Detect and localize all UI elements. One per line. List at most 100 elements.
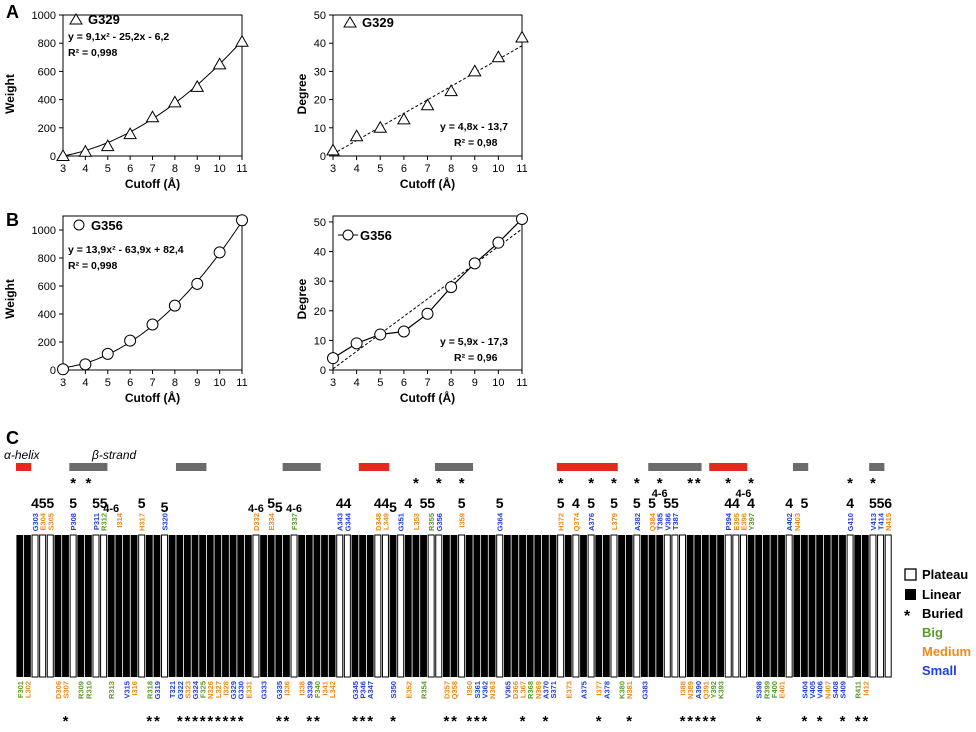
residue-label: R368: [526, 681, 535, 699]
cutoff-number: 5: [496, 495, 504, 511]
plot-area: [62, 215, 243, 371]
linear-bar: [778, 535, 785, 677]
plateau-bar: [374, 534, 382, 678]
residue-label: L367: [519, 681, 528, 698]
plateau-bar: [31, 534, 39, 678]
linear-bar: [77, 535, 85, 677]
x-tick-label: 9: [472, 377, 478, 389]
data-point: [373, 120, 388, 133]
plateau-bar: [381, 534, 389, 678]
y-tick-label: 0: [50, 365, 56, 377]
buried-star-icon: *: [413, 475, 419, 492]
residue-label: E395: [732, 513, 741, 531]
residue-label: S339: [305, 681, 314, 699]
plateau-bar: [884, 534, 892, 678]
buried-star-icon: *: [207, 713, 213, 730]
cutoff-number: 5: [671, 495, 679, 511]
data-point: [444, 84, 458, 97]
residue-label: V315: [122, 681, 131, 699]
buried-star-icon: *: [847, 475, 853, 492]
y-tick-label: 1000: [32, 225, 56, 237]
legend-label: G329: [362, 15, 394, 30]
x-tick-label: 3: [60, 163, 66, 175]
residue-label: R354: [420, 680, 429, 699]
buried-star-icon: *: [306, 713, 312, 730]
linear-bar: [115, 535, 123, 677]
linear-bar: [481, 535, 488, 677]
buried-star-icon: *: [184, 713, 190, 730]
residue-label: D332: [252, 513, 261, 531]
cutoff-number: 4: [732, 495, 740, 511]
residue-label: A375: [579, 681, 588, 699]
residue-label: P346: [359, 681, 368, 699]
fit-equation: y = 5,9x - 17,3: [440, 336, 508, 348]
residue-label: D357: [442, 681, 451, 699]
x-tick-label: 10: [492, 163, 504, 175]
linear-legend-swatch: [905, 589, 916, 600]
buried-star-icon: *: [474, 713, 480, 730]
panel-label-b: B: [6, 210, 19, 230]
residue-label: S409: [838, 681, 847, 699]
residue-label: Y392: [709, 681, 718, 699]
residue-label: I412: [861, 681, 870, 696]
buried-star-icon: *: [748, 475, 754, 492]
residue-label: S307: [62, 681, 71, 699]
residue-label: L342: [328, 681, 337, 698]
cutoff-number: 4: [747, 495, 755, 511]
residue-label: G364: [496, 512, 505, 531]
data-point: [468, 257, 481, 270]
residue-label: Q384: [648, 512, 657, 531]
data-point: [445, 281, 458, 294]
cutoff-number: 5: [161, 499, 169, 515]
y-tick-label: 0: [320, 151, 326, 163]
linear-bar: [709, 535, 717, 677]
buried-star-icon: *: [695, 713, 701, 730]
x-tick-label: 10: [214, 163, 226, 175]
plot-area: [332, 14, 523, 157]
residue-label: L379: [610, 513, 619, 530]
linear-bar: [762, 535, 770, 677]
linear-bar: [808, 535, 816, 677]
linear-bar: [580, 535, 587, 677]
plateau-bar: [161, 534, 169, 678]
residue-label: I341: [321, 681, 330, 696]
buried-star-icon: *: [314, 713, 320, 730]
plateau-bar: [610, 534, 618, 678]
buried-star-icon: *: [588, 475, 594, 492]
linear-bar: [275, 535, 283, 677]
residue-label: K393: [717, 681, 726, 699]
linear-bar: [420, 535, 427, 677]
residue-label: S350: [389, 681, 398, 699]
y-tick-label: 10: [314, 123, 326, 135]
cutoff-number: 5: [557, 495, 565, 511]
y-tick-label: 0: [320, 365, 326, 377]
linear-bar: [625, 535, 633, 677]
linear-bar: [24, 535, 31, 677]
cutoff-number: 5: [587, 495, 595, 511]
x-tick-label: 8: [448, 163, 454, 175]
linear-bar: [267, 535, 275, 677]
data-point: [397, 325, 410, 338]
cutoff-number: 4-6: [286, 503, 302, 515]
data-point: [191, 277, 204, 290]
residue-label: L349: [381, 513, 390, 530]
linear-bar: [656, 535, 664, 677]
data-point: [57, 363, 69, 376]
helix-segment: [709, 463, 748, 471]
linear-bar: [412, 535, 420, 677]
y-tick-label: 200: [38, 123, 56, 135]
linear-bar: [526, 535, 534, 677]
cutoff-number: 5: [389, 499, 397, 515]
buried-star-icon: *: [466, 713, 472, 730]
data-point: [168, 299, 181, 312]
buried-star-icon: *: [542, 713, 548, 730]
plateau-bar: [633, 534, 641, 678]
linear-bar: [618, 535, 625, 677]
residue-label: T387: [671, 513, 680, 530]
residue-label: F325: [199, 681, 208, 698]
strand-segment: [792, 463, 809, 471]
residue-label: I328: [221, 681, 230, 696]
residue-label: N415: [884, 513, 893, 531]
linear-bar: [145, 535, 153, 677]
legend-linear: Linear: [922, 587, 961, 602]
